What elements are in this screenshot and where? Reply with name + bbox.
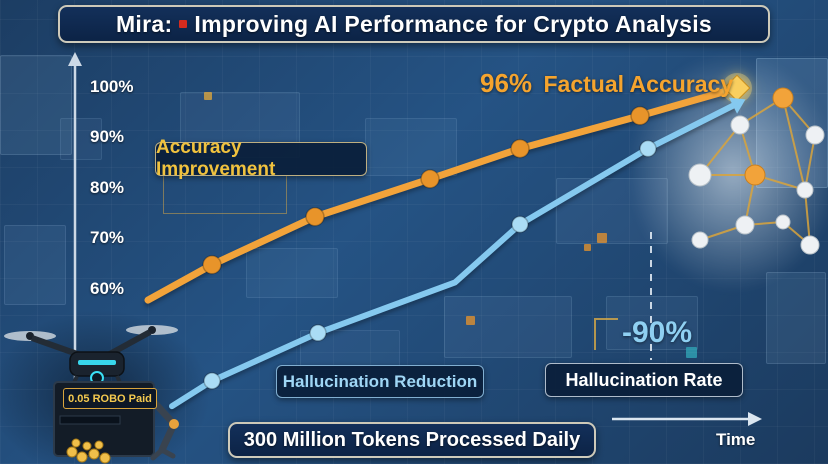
bg-patch	[300, 330, 400, 370]
bg-patch	[4, 225, 66, 305]
accuracy-improvement-label: Accuracy Improvement	[155, 137, 367, 180]
reduction-bracket-decoration	[594, 318, 618, 350]
y-axis-tick-90: 90%	[90, 127, 125, 146]
hallucination-rate-label: Hallucination Rate	[545, 363, 743, 397]
network-graph-decoration	[688, 87, 825, 255]
bg-accent-square	[584, 244, 591, 251]
bg-patch	[60, 118, 102, 160]
bg-accent-square	[204, 92, 212, 100]
y-axis-tick-100: 100%	[90, 77, 134, 96]
tokens-banner: 300 Million Tokens Processed Daily	[228, 422, 596, 458]
bg-accent-square	[597, 233, 607, 243]
bg-patch	[0, 55, 72, 155]
robo-payment-badge: 0.05 ROBO Paid	[63, 388, 157, 409]
y-axis-tick-80: 80%	[90, 178, 125, 197]
accuracy-bracket-decoration	[163, 176, 287, 214]
hallucination-reduction-label: Hallucination Reduction	[276, 365, 484, 398]
bg-patch	[365, 118, 457, 176]
accuracy-value: 96%	[480, 68, 533, 98]
page-title: Improving AI Performance for Crypto Anal…	[194, 10, 713, 37]
y-axis-tick-60: 60%	[90, 279, 125, 298]
hallucination-reduction-value: -90%	[622, 316, 693, 349]
y-axis-tick-70: 70%	[90, 228, 125, 247]
red-accent-mark	[179, 20, 188, 28]
bg-patch	[246, 248, 338, 298]
title-banner: Mira: Improving AI Performance for Crypt…	[58, 5, 770, 43]
factual-accuracy-annotation: 96% Factual Accuracy	[480, 68, 733, 99]
accuracy-value-label: Factual Accuracy	[543, 71, 734, 97]
page-title-prefix: Mira:	[115, 10, 173, 37]
bg-patch	[444, 296, 572, 358]
gold-coins-icon	[66, 438, 111, 464]
x-axis-label: Time	[716, 430, 756, 449]
bg-accent-square	[466, 316, 475, 325]
